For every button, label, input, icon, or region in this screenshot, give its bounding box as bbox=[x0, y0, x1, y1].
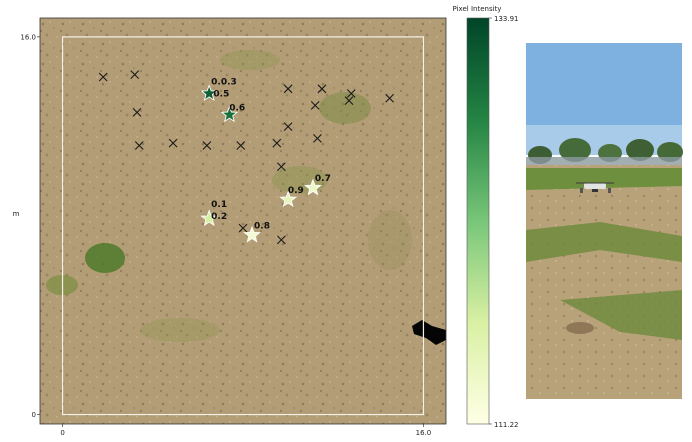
y-tick-label: 0 bbox=[32, 411, 36, 419]
x-marker bbox=[313, 133, 322, 143]
annotation-label: 0.6 bbox=[229, 103, 245, 113]
aerial-field-background bbox=[40, 18, 446, 424]
annotation-label: 0.9 bbox=[288, 186, 304, 196]
survey-boundary bbox=[61, 36, 425, 416]
colorbar: Pixel Intensity 133.91 111.22 bbox=[453, 5, 519, 429]
x-marker-stroke bbox=[130, 70, 140, 80]
x-marker bbox=[134, 141, 144, 150]
axes: 0 16.0 0 16.0 bbox=[20, 17, 447, 437]
x-marker-stroke bbox=[272, 138, 282, 148]
grass-strip bbox=[526, 168, 682, 190]
star-marker bbox=[200, 84, 218, 102]
x-marker bbox=[385, 93, 395, 103]
fence bbox=[526, 157, 682, 165]
x-marker-stroke bbox=[134, 141, 144, 150]
star-marker bbox=[220, 105, 239, 123]
annotation-label: 0.0.3 bbox=[211, 77, 237, 87]
star-marker bbox=[243, 225, 261, 243]
x-marker bbox=[238, 223, 248, 233]
annotation-label: 0.7 bbox=[315, 174, 331, 184]
chart-marks bbox=[98, 70, 395, 245]
colorbar-gradient bbox=[466, 17, 490, 425]
colorbar-max-label: 133.91 bbox=[494, 15, 519, 23]
star-marker bbox=[304, 178, 322, 196]
plot-frame bbox=[39, 17, 447, 425]
x-marker-stroke bbox=[276, 162, 286, 172]
shadow-region bbox=[412, 320, 446, 345]
x-marker-stroke bbox=[168, 138, 178, 148]
annotation-label: 0.1 bbox=[211, 200, 227, 210]
drone-photo bbox=[526, 43, 683, 399]
field bbox=[526, 165, 682, 399]
x-marker-stroke bbox=[283, 84, 293, 94]
annotation-label: 0.5 bbox=[213, 89, 229, 99]
x-marker-stroke bbox=[385, 93, 395, 103]
star-marker bbox=[279, 190, 297, 208]
x-marker-stroke bbox=[313, 133, 322, 143]
x-tick-label: 16.0 bbox=[416, 429, 432, 437]
x-marker-stroke bbox=[238, 223, 248, 233]
x-marker bbox=[168, 138, 178, 148]
y-tick-label: 16.0 bbox=[20, 33, 36, 41]
x-marker-stroke bbox=[317, 84, 327, 94]
grass-patch bbox=[220, 50, 280, 70]
annotations: 0.0.3 0.50.6 0.1 0.2 0.8 0.9 0.7 bbox=[211, 77, 331, 231]
boundary-rectangle bbox=[61, 36, 425, 416]
dirt-mound bbox=[566, 322, 594, 334]
x-marker bbox=[272, 138, 282, 148]
x-marker bbox=[276, 162, 286, 172]
grass-strip bbox=[560, 290, 682, 340]
x-marker-stroke bbox=[236, 141, 246, 150]
x-marker bbox=[283, 122, 293, 131]
x-marker bbox=[346, 89, 356, 98]
grass-patch bbox=[368, 210, 412, 270]
x-marker bbox=[276, 235, 286, 245]
colorbar-min-label: 111.22 bbox=[494, 421, 519, 429]
x-marker-stroke bbox=[310, 100, 320, 110]
grass-strip bbox=[526, 222, 682, 262]
drone bbox=[576, 182, 614, 193]
x-marker bbox=[98, 72, 108, 82]
x-marker bbox=[344, 96, 354, 106]
x-marker-stroke bbox=[283, 122, 293, 131]
x-marker-stroke bbox=[98, 72, 108, 82]
colorbar-title: Pixel Intensity bbox=[453, 5, 502, 13]
x-marker bbox=[283, 84, 293, 94]
star-marker bbox=[200, 209, 218, 227]
x-marker-stroke bbox=[276, 235, 286, 245]
x-marker bbox=[130, 70, 140, 80]
grass-patch bbox=[319, 92, 371, 124]
x-marker bbox=[236, 141, 246, 150]
x-marker bbox=[317, 84, 327, 94]
x-marker-stroke bbox=[346, 89, 356, 98]
annotation-label: 0.2 bbox=[211, 212, 227, 222]
x-marker bbox=[202, 141, 212, 150]
x-marker-stroke bbox=[132, 108, 142, 117]
x-tick-label: 0 bbox=[60, 429, 64, 437]
x-marker-stroke bbox=[202, 141, 212, 150]
y-axis-label: m bbox=[13, 210, 20, 218]
x-marker-stroke bbox=[344, 96, 354, 106]
grass-patch bbox=[140, 318, 220, 342]
grass-patch bbox=[85, 243, 125, 273]
x-marker bbox=[132, 108, 142, 117]
x-axis-label: m bbox=[240, 440, 247, 442]
x-marker bbox=[310, 100, 320, 110]
annotation-label: 0.8 bbox=[254, 221, 270, 231]
